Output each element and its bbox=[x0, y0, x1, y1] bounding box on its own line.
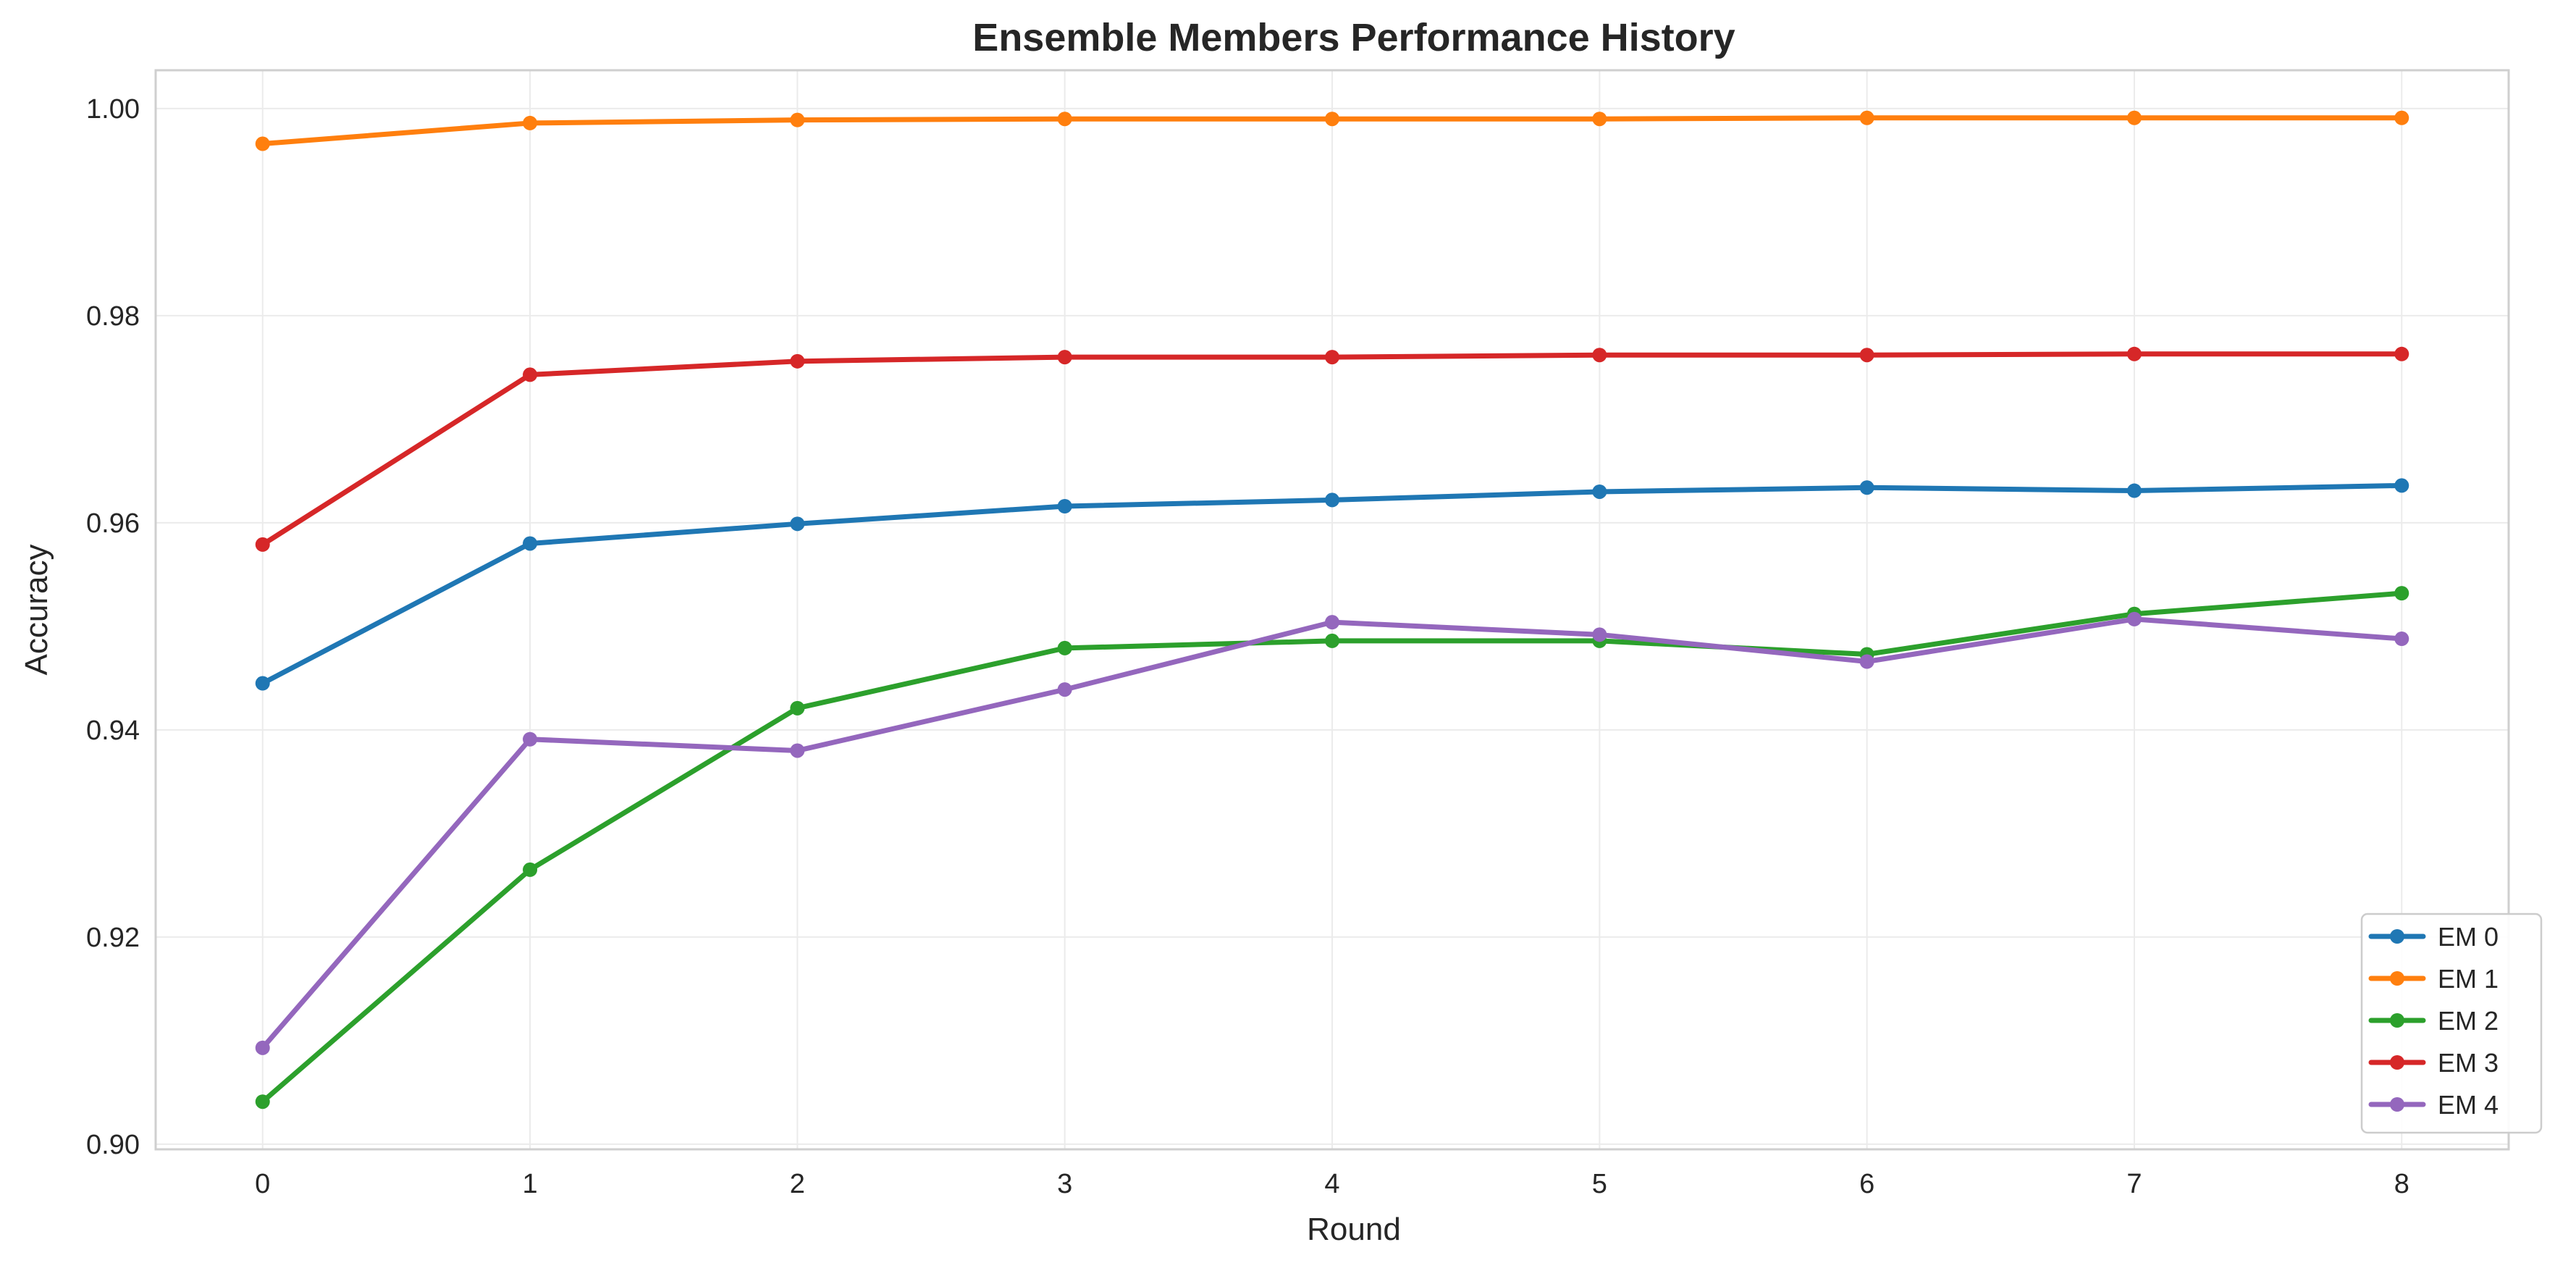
plot-area-frame bbox=[154, 69, 2510, 1151]
data-point bbox=[1325, 615, 1339, 630]
data-point bbox=[255, 1094, 270, 1109]
y-tick-label: 0.90 bbox=[86, 1130, 140, 1160]
data-point bbox=[1859, 110, 1874, 125]
data-point bbox=[2394, 110, 2409, 125]
data-point bbox=[1057, 350, 1072, 365]
legend-entry: EM 2 bbox=[2368, 1006, 2499, 1036]
data-point bbox=[255, 537, 270, 552]
legend-swatch-marker bbox=[2390, 929, 2404, 944]
data-point bbox=[1592, 348, 1607, 363]
data-point bbox=[1057, 640, 1072, 655]
x-axis-label: Round bbox=[1307, 1212, 1401, 1247]
series-em-0 bbox=[255, 478, 2409, 691]
x-tick-label: 7 bbox=[2126, 1169, 2142, 1199]
x-tick-label: 8 bbox=[2394, 1169, 2409, 1199]
series-em-3 bbox=[255, 346, 2409, 552]
legend-entry: EM 0 bbox=[2368, 922, 2499, 952]
x-tick-label: 5 bbox=[1592, 1169, 1607, 1199]
data-point bbox=[523, 536, 538, 551]
x-tick-label: 4 bbox=[1324, 1169, 1339, 1199]
data-point bbox=[1057, 682, 1072, 697]
data-point bbox=[1592, 627, 1607, 642]
data-point bbox=[1057, 499, 1072, 514]
legend-swatch-marker bbox=[2390, 1055, 2404, 1070]
data-point bbox=[255, 676, 270, 691]
data-point bbox=[1325, 112, 1339, 127]
x-tick-label: 0 bbox=[255, 1169, 270, 1199]
data-point bbox=[523, 367, 538, 382]
grid bbox=[156, 70, 2509, 1149]
data-point bbox=[790, 516, 805, 532]
y-tick-label: 1.00 bbox=[86, 94, 140, 125]
data-point bbox=[523, 115, 538, 130]
legend-label: EM 0 bbox=[2438, 922, 2499, 952]
x-axis-ticks: 0 1 2 3 4 5 6 7 8 bbox=[255, 1169, 2409, 1199]
data-point bbox=[790, 353, 805, 369]
legend-label: EM 2 bbox=[2438, 1006, 2499, 1036]
data-point bbox=[1325, 492, 1339, 508]
data-point bbox=[1325, 350, 1339, 365]
series-em-1 bbox=[255, 110, 2409, 151]
data-point bbox=[2126, 110, 2142, 125]
legend: EM 0 EM 1 EM 2 EM 3 EM 4 bbox=[2360, 913, 2543, 1134]
chart-title: Ensemble Members Performance History bbox=[972, 16, 1735, 59]
data-point bbox=[2394, 346, 2409, 361]
data-point bbox=[790, 112, 805, 127]
data-point bbox=[1592, 484, 1607, 499]
legend-label: EM 3 bbox=[2438, 1048, 2499, 1078]
x-tick-label: 2 bbox=[790, 1169, 805, 1199]
data-point bbox=[2394, 586, 2409, 601]
data-point bbox=[2394, 478, 2409, 493]
data-point bbox=[1859, 480, 1874, 495]
y-tick-label: 0.94 bbox=[86, 716, 140, 746]
y-axis-label: Accuracy bbox=[19, 545, 54, 676]
data-point bbox=[1057, 112, 1072, 127]
y-tick-label: 0.98 bbox=[86, 301, 140, 332]
data-point bbox=[2126, 611, 2142, 626]
data-point bbox=[790, 700, 805, 716]
data-point bbox=[790, 743, 805, 758]
data-point bbox=[1592, 112, 1607, 127]
legend-label: EM 1 bbox=[2438, 964, 2499, 994]
x-tick-label: 1 bbox=[522, 1169, 537, 1199]
x-tick-label: 3 bbox=[1057, 1169, 1072, 1199]
legend-label: EM 4 bbox=[2438, 1090, 2499, 1120]
legend-swatch-marker bbox=[2390, 971, 2404, 986]
y-tick-label: 0.92 bbox=[86, 923, 140, 953]
legend-entry: EM 4 bbox=[2368, 1090, 2499, 1120]
data-point bbox=[255, 136, 270, 151]
y-axis-ticks: 0.90 0.92 0.94 0.96 0.98 1.00 bbox=[86, 94, 140, 1160]
legend-entry: EM 1 bbox=[2368, 964, 2499, 994]
data-point bbox=[2126, 346, 2142, 361]
y-tick-label: 0.96 bbox=[86, 508, 140, 539]
data-point bbox=[523, 862, 538, 877]
series-em-4 bbox=[255, 611, 2409, 1055]
legend-swatch-marker bbox=[2390, 1013, 2404, 1028]
data-point bbox=[2126, 483, 2142, 498]
data-point bbox=[255, 1040, 270, 1055]
data-point bbox=[1859, 654, 1874, 669]
legend-box bbox=[2360, 913, 2543, 1134]
series-layer bbox=[255, 110, 2409, 1109]
x-tick-label: 6 bbox=[1859, 1169, 1874, 1199]
data-point bbox=[1325, 633, 1339, 648]
legend-items: EM 0 EM 1 EM 2 EM 3 EM 4 bbox=[2368, 922, 2499, 1120]
data-point bbox=[2394, 632, 2409, 647]
data-point bbox=[1859, 348, 1874, 363]
legend-swatch-marker bbox=[2390, 1097, 2404, 1112]
data-point bbox=[523, 731, 538, 747]
legend-entry: EM 3 bbox=[2368, 1048, 2499, 1078]
